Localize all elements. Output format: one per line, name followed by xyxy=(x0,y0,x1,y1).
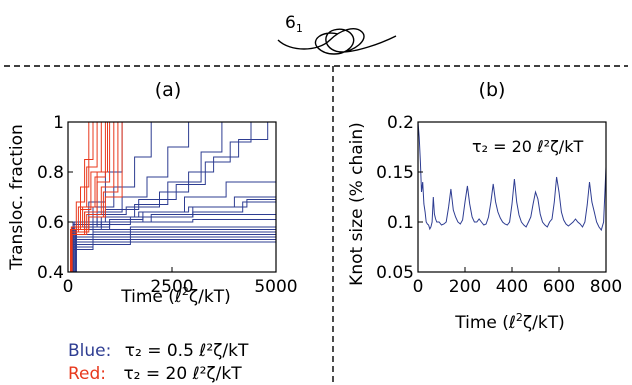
chart-a-y-tick-label: 1 xyxy=(53,113,64,133)
legend-red-text: τ₂ = 20 ℓ²ζ/kT xyxy=(123,364,242,384)
chart-a-series-line-blue-15 xyxy=(68,234,276,273)
chart-b-y-tick-label: 0.15 xyxy=(376,163,414,183)
chart-a-x-tick-label: 5000 xyxy=(254,277,297,297)
chart-b-series-group xyxy=(417,121,607,232)
knot-diagram-icon xyxy=(277,28,397,55)
chart-a-series-line-blue-13 xyxy=(68,229,276,273)
chart-a-series-line-red-28 xyxy=(68,122,108,273)
chart-a-series-line-blue-7 xyxy=(68,184,277,273)
chart-b-y-tick-label: 0.2 xyxy=(387,113,414,133)
chart-a-y-axis-label: Transloc. fraction xyxy=(7,124,27,271)
legend-blue-text: τ₂ = 0.5 ℓ²ζ/kT xyxy=(124,341,249,361)
chart-a-y-tick-label: 0.6 xyxy=(37,213,64,233)
chart-b-annotation: τ₂ = 20 ℓ²ζ/kT xyxy=(472,137,583,156)
panel-b-label: (b) xyxy=(479,79,506,101)
chart-a-ticks: 0 2500 5000 0.4 0.6 0.8 1 xyxy=(37,113,298,297)
chart-a: 0 2500 5000 0.4 0.6 0.8 1 Transloc. fraction T… xyxy=(7,113,298,307)
chart-b-y-axis-label: Knot size (% chain) xyxy=(347,122,367,286)
chart-a-series-line-blue-9 xyxy=(68,197,277,273)
legend-blue-label: Blue: xyxy=(68,341,112,361)
chart-a-series-line-blue-6 xyxy=(68,169,277,273)
chart-a-x-tick-label: 2500 xyxy=(150,277,193,297)
legend-red: Red: τ₂ = 20 ℓ²ζ/kT xyxy=(68,364,242,384)
chart-b-x-tick-label: 600 xyxy=(543,277,575,297)
chart-a-series-line-blue-14 xyxy=(68,231,276,273)
chart-b-y-tick-label: 0.1 xyxy=(387,213,414,233)
legend-blue: Blue: τ₂ = 0.5 ℓ²ζ/kT xyxy=(68,341,248,361)
chart-b-x-tick-label: 200 xyxy=(449,277,481,297)
chart-a-x-axis-label: Time (ℓ2ζ/kT) xyxy=(120,285,231,307)
panel-a-label: (a) xyxy=(155,79,181,101)
chart-a-y-tick-label: 0.4 xyxy=(37,263,64,283)
chart-b-x-tick-label: 0 xyxy=(413,277,424,297)
chart-b-x-tick-label: 800 xyxy=(590,277,622,297)
chart-a-x-tick-label: 0 xyxy=(63,277,74,297)
chart-a-series-line-blue-12 xyxy=(68,226,276,273)
chart-b-x-axis-label: Time (ℓ2ζ/kT) xyxy=(454,311,565,333)
legend-red-label: Red: xyxy=(68,364,107,384)
chart-a-series-group xyxy=(68,122,277,273)
chart-b-y-tick-label: 0.05 xyxy=(376,263,414,283)
chart-b-x-tick-label: 400 xyxy=(496,277,528,297)
knot-type-label: 61 xyxy=(285,13,303,35)
chart-b-ticks: 0 200 400 600 800 0.05 0.1 0.15 0.2 xyxy=(376,113,622,297)
chart-b-series-line-main-0 xyxy=(417,121,607,232)
chart-a-y-tick-label: 0.8 xyxy=(37,163,64,183)
chart-b: 0 200 400 600 800 0.05 0.1 0.15 0.2 Knot size (%… xyxy=(347,113,622,333)
